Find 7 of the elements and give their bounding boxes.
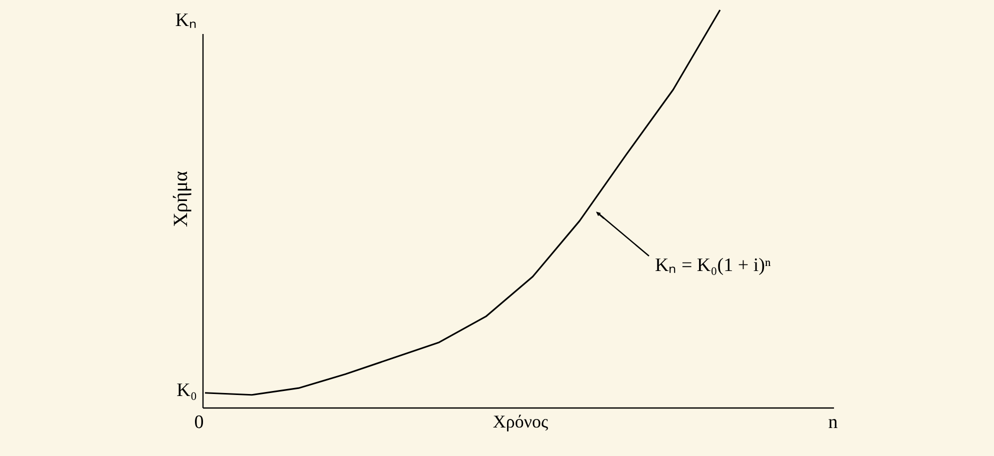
annotation: Kₙ bbox=[175, 10, 197, 31]
text: 0 bbox=[194, 412, 204, 433]
text: n bbox=[828, 412, 838, 433]
x-axis-title: Χρόνος bbox=[492, 412, 548, 432]
annotation: K₀ bbox=[176, 380, 197, 401]
annotation: Kₙ = K₀(1 + i)ⁿ bbox=[655, 255, 771, 276]
y-axis-title: Χρήμα bbox=[170, 170, 192, 228]
